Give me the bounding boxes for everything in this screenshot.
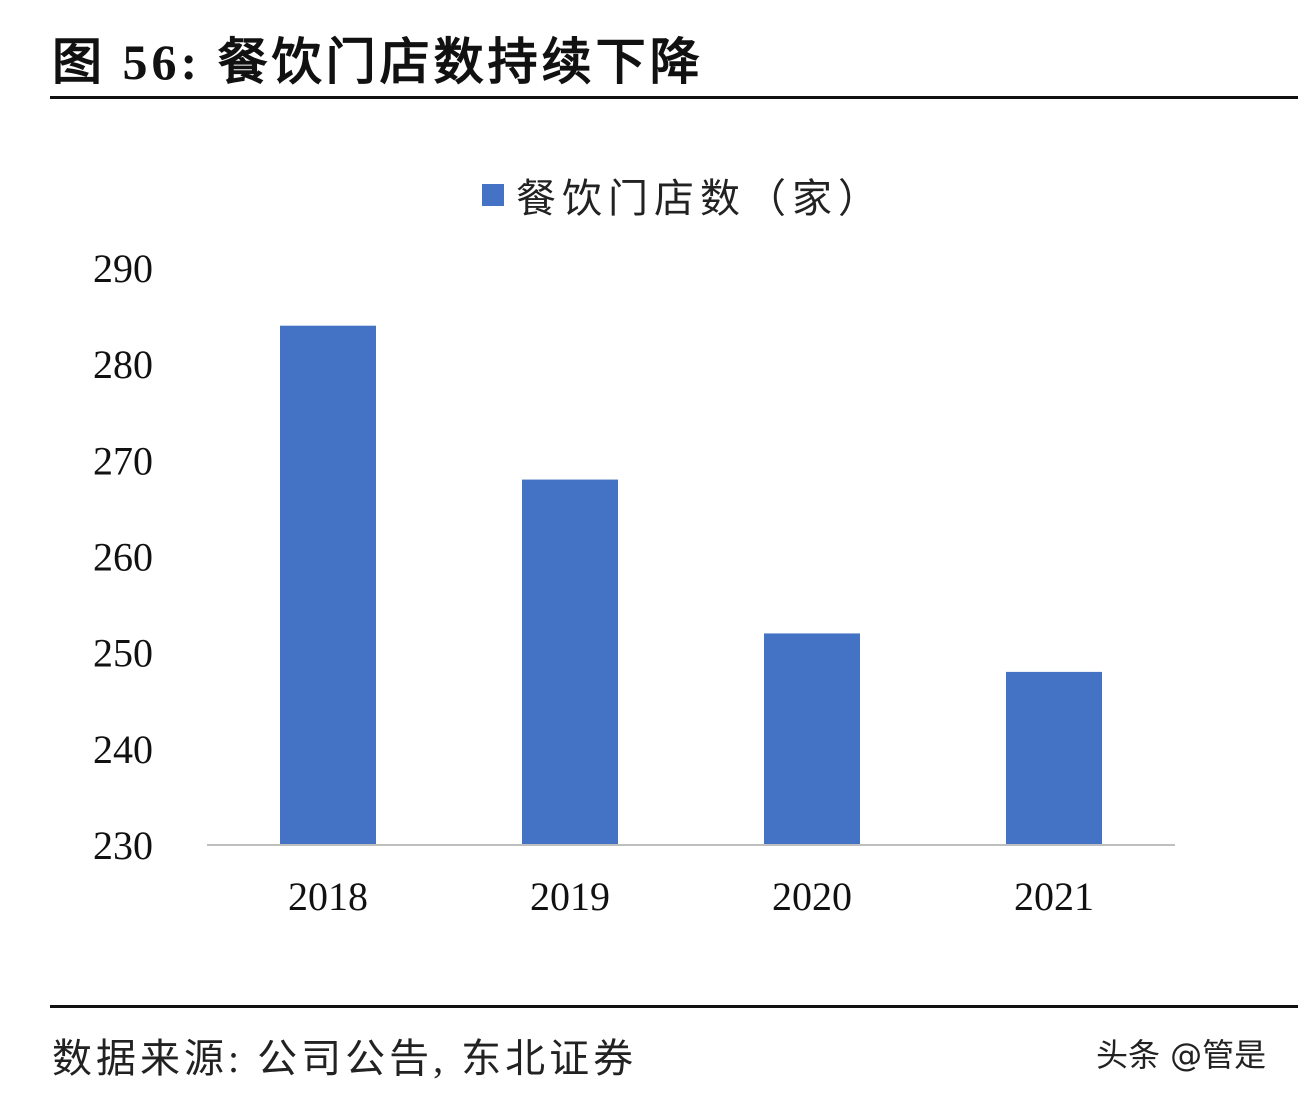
figure-title: 图 56: 餐饮门店数持续下降 [52, 34, 704, 90]
y-tick-label: 290 [93, 246, 153, 291]
legend-label: 餐饮门店数（家） [516, 176, 884, 221]
y-tick-label: 240 [93, 727, 153, 772]
top-rule [50, 96, 1298, 99]
watermark: 头条 @管是 [1096, 1036, 1267, 1074]
y-tick-label: 270 [93, 438, 153, 483]
bottom-rule [50, 1005, 1298, 1008]
y-tick-label: 280 [93, 342, 153, 387]
bar-chart: 230 240 250 260 270 280 290 2018 2019 2020 2021 [93, 246, 1175, 919]
x-tick-label: 2020 [772, 874, 852, 919]
y-tick-label: 230 [93, 823, 153, 868]
y-tick-label: 250 [93, 631, 153, 676]
y-tick-label: 260 [93, 535, 153, 580]
x-tick-label: 2021 [1014, 874, 1094, 919]
bar-2020 [764, 633, 860, 845]
bar-2021 [1006, 671, 1102, 845]
x-tick-label: 2019 [530, 874, 610, 919]
legend-swatch [482, 184, 504, 206]
bar-2018 [280, 325, 376, 845]
x-tick-label: 2018 [288, 874, 368, 919]
legend: 餐饮门店数（家） [482, 166, 884, 224]
source-note: 数据来源: 公司公告, 东北证券 [52, 1036, 638, 1081]
bar-2019 [522, 479, 618, 845]
